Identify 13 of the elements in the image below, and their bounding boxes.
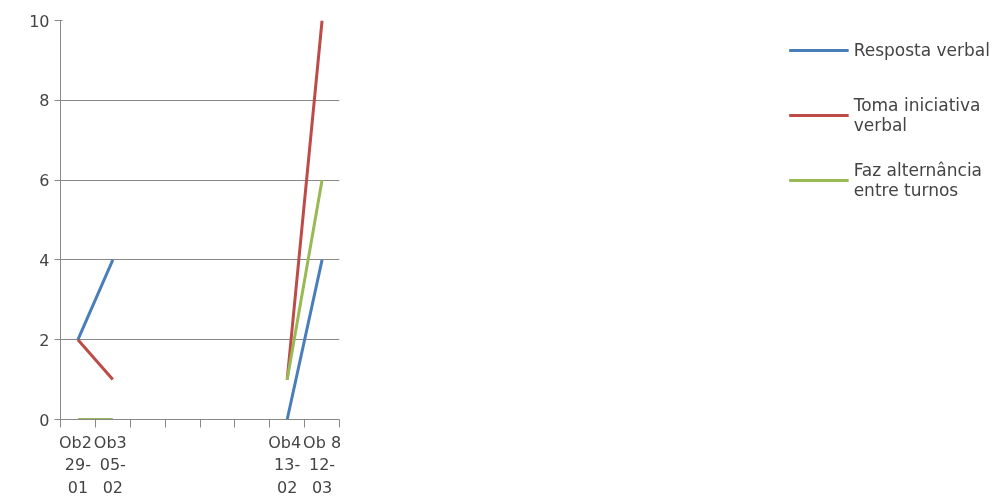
x-tick-label: Ob 8 12-03 (303, 432, 342, 498)
y-tick-label: 2 (39, 330, 50, 350)
y-tick-label: 4 (39, 250, 50, 270)
legend-label: Faz alternância entre turnos (853, 160, 983, 200)
y-tick-label: 8 (39, 91, 50, 111)
y-tick-label: 0 (39, 410, 50, 430)
x-tick-label: Ob2 29-01 (58, 432, 92, 498)
legend-label: Toma iniciativa verbal (853, 95, 981, 135)
x-tick-label: Ob3 05-02 (93, 432, 127, 498)
y-tick-label: 6 (39, 171, 50, 191)
legend-label: Resposta verbal (853, 39, 990, 62)
y-tick-label: 10 (29, 11, 50, 31)
x-tick-label: Ob4 13-02 (268, 432, 302, 498)
